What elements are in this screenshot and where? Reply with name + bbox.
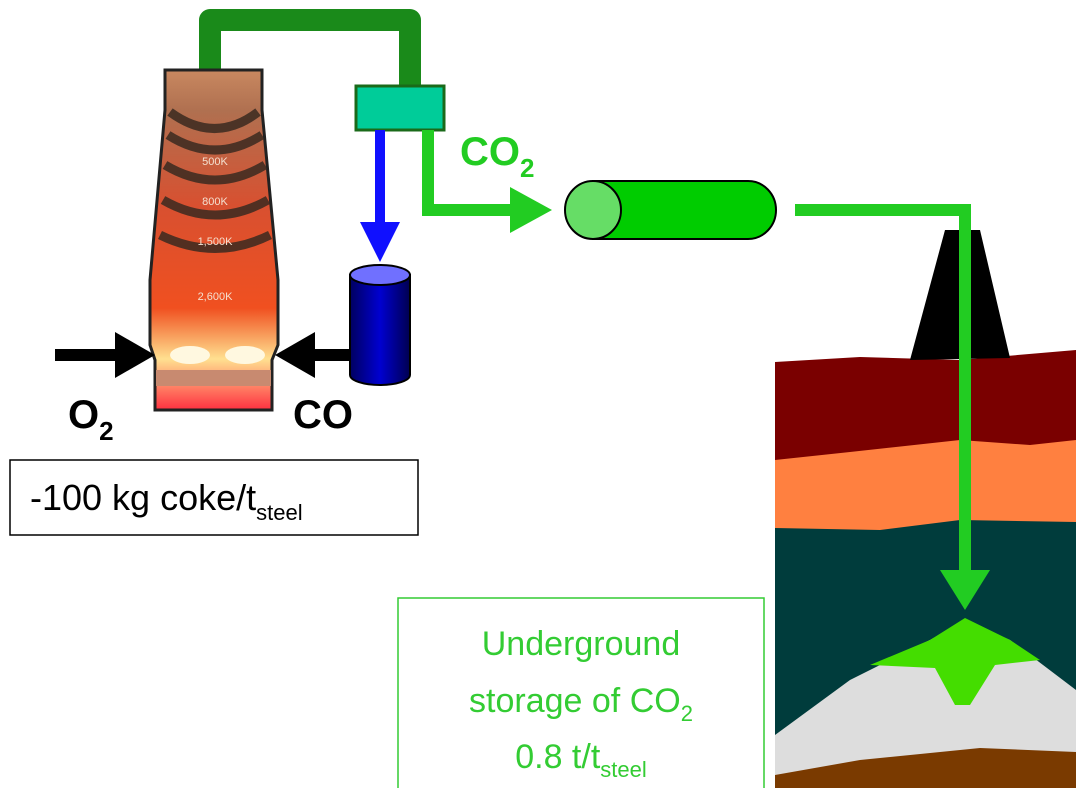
zone-label: 800K xyxy=(202,196,228,208)
tuyere-flame xyxy=(225,346,265,364)
co2-pipeline xyxy=(592,180,777,240)
o2-arrowhead xyxy=(115,332,155,378)
label-sub: 2 xyxy=(520,153,534,183)
co-tank xyxy=(349,274,411,386)
box-sub: steel xyxy=(256,500,302,525)
furnace xyxy=(148,68,280,412)
co2-arrow xyxy=(422,130,515,216)
storage-sub: 2 xyxy=(681,701,693,726)
co2-arrowhead xyxy=(510,187,552,233)
co-inlet-arrowhead xyxy=(275,332,315,378)
storage-text: storage of CO xyxy=(469,682,681,720)
pipe xyxy=(199,9,421,88)
rock-layer xyxy=(775,748,1076,788)
coke-box xyxy=(9,459,419,536)
co2-label: CO2 xyxy=(460,130,534,183)
co2-reservoir xyxy=(870,618,1040,705)
zone-label: 1,500K xyxy=(198,236,234,248)
storage-line: Underground xyxy=(482,625,680,663)
storage-box xyxy=(397,597,765,788)
co-label: CO xyxy=(293,393,353,437)
injection-arrowhead xyxy=(940,570,990,610)
storage-line: storage of CO2 xyxy=(469,682,693,726)
injection-line xyxy=(795,204,971,575)
zone-label: 500K xyxy=(202,156,228,168)
label-text: O xyxy=(68,393,99,437)
co2-pipeline-end xyxy=(564,180,622,240)
label-sub: 2 xyxy=(99,416,113,446)
o2-label: O2 xyxy=(68,393,114,446)
storage-line: 0.8 t/tsteel xyxy=(515,738,647,782)
furnace-hearth xyxy=(156,370,271,386)
furnace-layers xyxy=(158,108,272,253)
co-arrowhead xyxy=(360,222,400,262)
storage-text: 0.8 t/t xyxy=(515,738,601,776)
zone-label: 2,600K xyxy=(198,291,234,303)
co-tank-top xyxy=(349,264,411,286)
coke-text: -100 kg coke/tsteel xyxy=(30,477,303,525)
box-text: -100 kg coke/t xyxy=(30,477,256,518)
label-text: CO xyxy=(460,130,520,174)
tuyere-flame xyxy=(170,346,210,364)
separator xyxy=(354,84,446,132)
storage-sub: steel xyxy=(600,757,646,782)
